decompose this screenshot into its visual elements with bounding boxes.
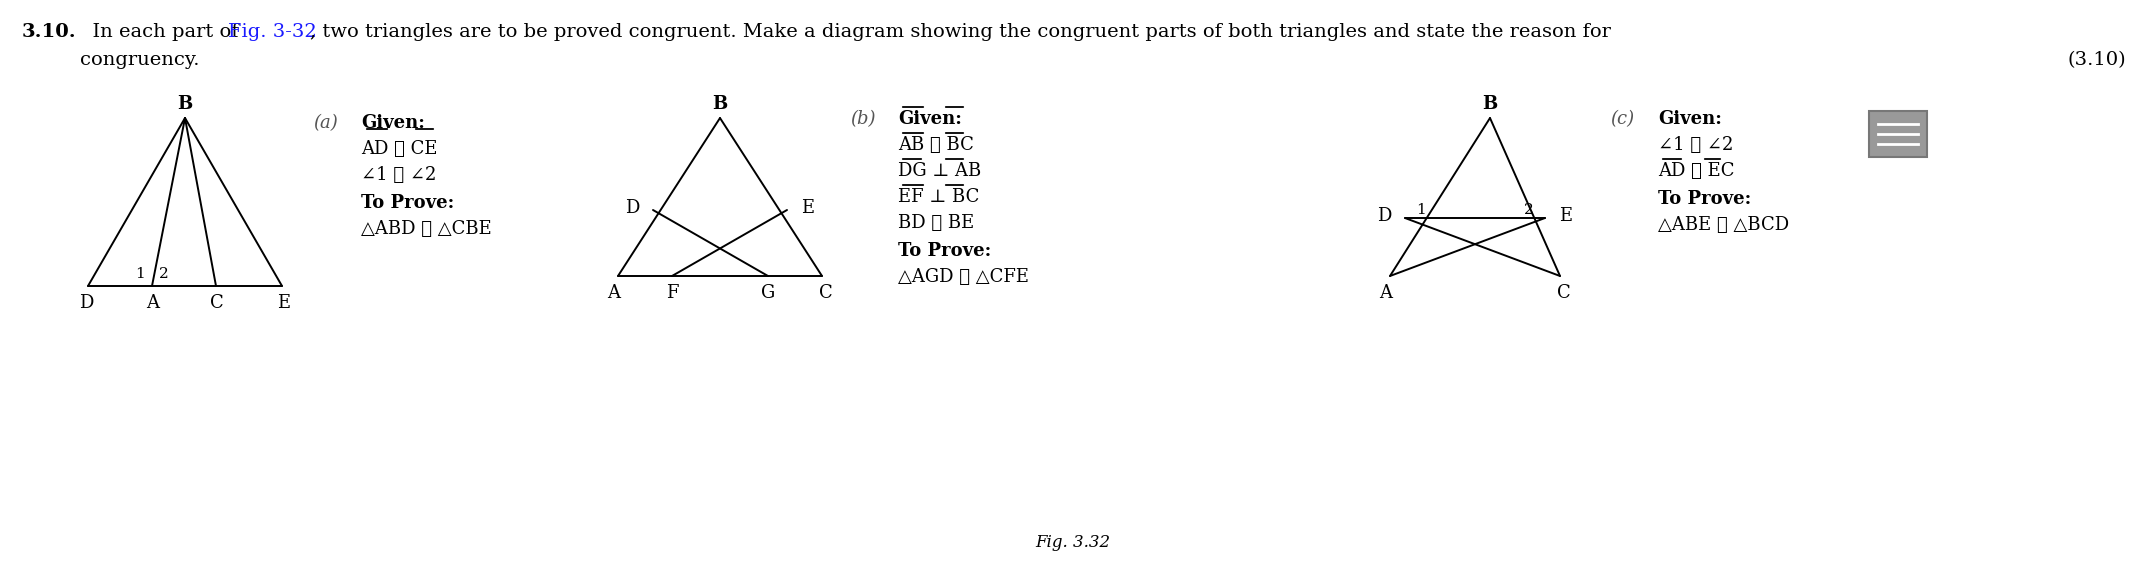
Text: To Prove:: To Prove: xyxy=(361,194,455,212)
Text: To Prove:: To Prove: xyxy=(1659,190,1751,208)
Text: B: B xyxy=(178,95,193,113)
Text: Fig. 3.32: Fig. 3.32 xyxy=(1034,534,1112,551)
Text: DG ⊥ AB: DG ⊥ AB xyxy=(897,162,981,180)
Text: Given:: Given: xyxy=(897,110,961,128)
Text: △ABE ≅ △BCD: △ABE ≅ △BCD xyxy=(1659,216,1790,234)
Text: C: C xyxy=(1558,284,1571,302)
Text: EF ⊥ BC: EF ⊥ BC xyxy=(897,188,979,206)
Text: Given:: Given: xyxy=(1659,110,1721,128)
Text: F: F xyxy=(665,284,678,302)
Text: D: D xyxy=(624,199,640,217)
Text: AD ≅ EC: AD ≅ EC xyxy=(1659,162,1734,180)
Text: 2: 2 xyxy=(1524,203,1534,217)
Text: A: A xyxy=(146,294,159,312)
Text: In each part of: In each part of xyxy=(79,23,245,41)
Text: B: B xyxy=(1483,95,1498,113)
Text: G: G xyxy=(762,284,775,302)
FancyBboxPatch shape xyxy=(1869,111,1927,157)
Text: D: D xyxy=(1376,207,1391,225)
Text: △ABD ≅ △CBE: △ABD ≅ △CBE xyxy=(361,220,491,238)
Text: C: C xyxy=(210,294,223,312)
Text: (a): (a) xyxy=(313,114,337,132)
Text: C: C xyxy=(820,284,833,302)
Text: 3.10.: 3.10. xyxy=(21,23,77,41)
Text: A: A xyxy=(1380,284,1393,302)
Text: (3.10): (3.10) xyxy=(2067,51,2127,69)
Text: ∠1 ≅ ∠2: ∠1 ≅ ∠2 xyxy=(1659,136,1734,154)
Text: AB ≅ BC: AB ≅ BC xyxy=(897,136,974,154)
Text: E: E xyxy=(800,199,813,217)
Text: AD ≅ CE: AD ≅ CE xyxy=(361,140,438,158)
Text: D: D xyxy=(79,294,92,312)
Text: Given:: Given: xyxy=(361,114,425,132)
Text: (c): (c) xyxy=(1610,110,1633,128)
Text: B: B xyxy=(712,95,727,113)
Text: BD ≅ BE: BD ≅ BE xyxy=(897,214,974,232)
Text: congruency.: congruency. xyxy=(79,51,200,69)
Text: , two triangles are to be proved congruent. Make a diagram showing the congruent: , two triangles are to be proved congrue… xyxy=(309,23,1612,41)
Text: △AGD ≅ △CFE: △AGD ≅ △CFE xyxy=(897,268,1028,286)
Text: ∠1 ≅ ∠2: ∠1 ≅ ∠2 xyxy=(361,166,436,184)
Text: E: E xyxy=(277,294,290,312)
Text: 1: 1 xyxy=(135,267,146,281)
Text: Fig. 3-32: Fig. 3-32 xyxy=(227,23,318,41)
Text: A: A xyxy=(607,284,620,302)
Text: To Prove:: To Prove: xyxy=(897,242,991,260)
Text: (b): (b) xyxy=(850,110,876,128)
Text: 1: 1 xyxy=(1416,203,1425,217)
Text: 2: 2 xyxy=(159,267,170,281)
Text: E: E xyxy=(1558,207,1573,225)
